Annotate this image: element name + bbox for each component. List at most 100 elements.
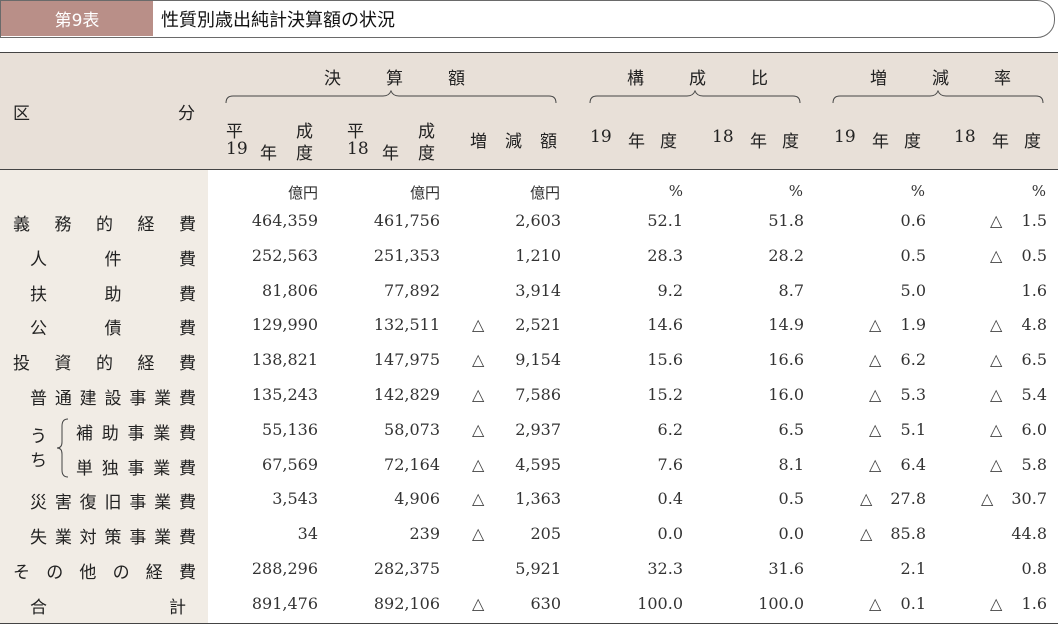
row-label-char: 業 [154,528,172,549]
group-composition-char: 構 [627,69,644,89]
row-label: 災害復旧事業費 [30,488,196,513]
row-label: 扶助費 [30,280,196,305]
col5-header: 年 [750,132,767,152]
row-label-char: 費 [179,423,196,444]
row-label-char: 人 [30,249,47,270]
row-label-char: 独 [101,458,119,479]
col1-header: 平 [226,122,243,142]
col4-header: 年 [628,132,645,152]
cell-diff: 5,921 [515,559,561,578]
header-background [0,53,1058,170]
cell-v18: 461,756 [373,211,440,230]
unit-col7: % [1031,182,1046,200]
row-label-char: 普 [30,389,47,409]
cell-v19: 81,806 [262,280,318,300]
row-label-char: 経 [137,215,155,235]
uchi-brace [56,418,69,478]
row-label: 単独事業費 [76,454,196,479]
negative-triangle: △ [472,419,485,439]
row-label-char: 通 [54,389,72,409]
negative-triangle: △ [472,315,485,335]
negative-triangle: △ [981,489,994,509]
cell-r18: 1.6 [1021,280,1047,300]
cell-c19: 9.2 [657,280,683,300]
cell-c19: 6.2 [657,419,683,439]
cell-diff: 7,586 [515,385,561,404]
group-settlement-char: 決 [324,69,341,89]
row-label-char: 事 [127,423,145,444]
cell-r18: 30.7 [1011,489,1047,509]
col4-header: 19 [590,127,612,147]
row-label-char: 費 [179,458,196,479]
negative-triangle: △ [869,419,882,439]
cell-r19: 2.1 [900,559,926,578]
negative-triangle: △ [472,489,485,509]
cell-diff: 3,914 [515,280,561,300]
row-label: 補助事業費 [76,419,196,444]
row-label-char: 的 [96,354,113,375]
cell-c19: 15.2 [647,385,683,404]
negative-triangle: △ [472,350,485,370]
row-label-char: 的 [96,215,113,235]
cell-c18: 14.9 [768,315,804,335]
row-label-char: 業 [153,458,171,479]
cell-r18: 5.8 [1021,454,1047,474]
col6-header: 年 [872,132,889,152]
col1-header: 19 [226,139,248,159]
cell-v18: 72,164 [384,454,440,474]
cell-v19: 135,243 [251,385,318,404]
row-label-char: 経 [137,354,155,375]
cell-c18: 28.2 [768,245,804,265]
cell-v18: 142,829 [373,385,440,404]
row-label-char: 資 [54,354,72,375]
top-rule [0,52,1058,53]
cell-c18: 0.5 [778,489,804,509]
row-label-char: 費 [179,215,196,235]
negative-triangle: △ [860,489,873,509]
row-label-char: 害 [54,493,72,514]
row-label-char: 助 [101,423,119,444]
unit-col6: % [910,182,925,200]
cell-r18: 1.5 [1021,211,1047,230]
cell-r19: 5.0 [900,280,926,300]
cell-v19: 3,543 [272,489,318,509]
col6-header: 度 [904,132,921,152]
table-title: 性質別歳出純計決算額の状況 [161,9,395,31]
cell-v19: 464,359 [251,211,318,230]
row-label-char: 災 [30,493,47,514]
negative-triangle: △ [869,593,882,613]
cell-v18: 58,073 [384,419,440,439]
cell-v18: 77,892 [384,280,440,300]
row-label-char: 公 [30,319,47,340]
col5-header: 度 [782,132,799,152]
group-composition-char: 比 [751,69,768,89]
cell-r18: 0.8 [1021,559,1047,578]
negative-triangle: △ [869,454,882,474]
col7-header: 18 [954,127,976,147]
row-label-char: 務 [54,215,72,235]
negative-triangle: △ [860,524,873,544]
row-label-char: 経 [145,563,163,583]
row-label-char: 合 [30,597,47,618]
row-label-char: 業 [54,528,72,549]
row-label-char: 費 [178,563,196,583]
cell-r18: 4.8 [1021,315,1047,335]
cell-r19: 6.4 [900,454,926,474]
col1-header: 成 [296,122,313,142]
row-label-char: 費 [179,284,196,305]
header-bottom-rule [0,169,1058,170]
cell-c19: 0.4 [657,489,683,509]
cell-c18: 6.5 [778,419,804,439]
negative-triangle: △ [472,454,485,474]
col2-header: 平 [347,122,364,142]
row-label-char: 扶 [30,284,47,305]
cell-r18: 5.4 [1021,385,1047,404]
negative-triangle: △ [472,593,485,613]
cell-v19: 129,990 [251,315,318,335]
cell-c19: 28.3 [647,245,683,265]
negative-triangle: △ [990,454,1003,474]
group-change-rate-char: 増 [870,69,887,89]
col1-header: 年 [260,144,277,164]
cell-r19: 1.9 [900,315,926,335]
